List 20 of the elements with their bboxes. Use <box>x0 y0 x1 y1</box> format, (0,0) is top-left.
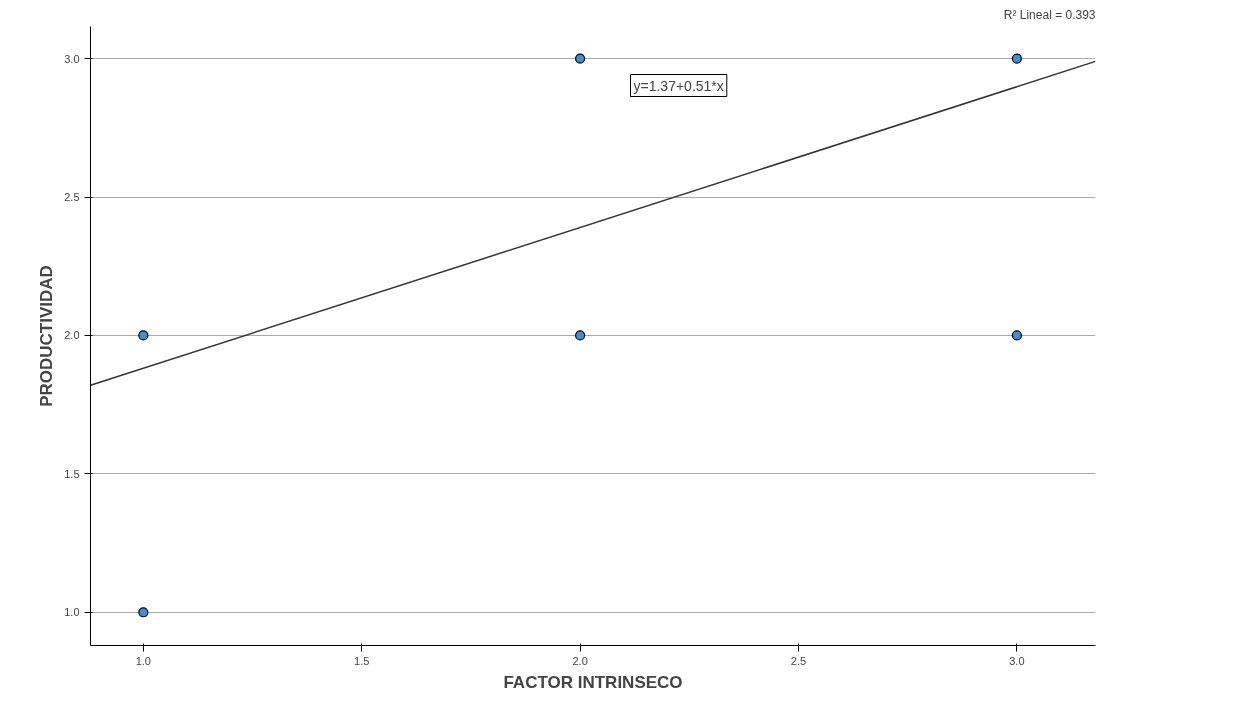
y-tick-label: 1.0 <box>64 606 80 619</box>
x-tick-label: 1.0 <box>135 654 151 667</box>
x-tick-label: 1.5 <box>354 654 370 667</box>
y-tick-label: 3.0 <box>64 52 80 65</box>
y-tick-label: 1.5 <box>64 467 80 480</box>
point <box>138 330 149 341</box>
point <box>575 330 586 341</box>
point <box>575 53 586 64</box>
x-tick-label: 3.0 <box>1009 654 1025 667</box>
annotation: y=1.37+0.51*x <box>633 77 724 94</box>
y-tick-label: 2.5 <box>64 191 80 204</box>
y-tick-label: 2.0 <box>64 329 80 342</box>
x-tick-label: 2.0 <box>572 654 588 667</box>
point <box>1011 53 1022 64</box>
text: R² Lineal = 0.393 <box>1003 7 1096 22</box>
x-tick-label: 2.5 <box>790 654 807 667</box>
point <box>1011 330 1022 341</box>
x-axis-title: FACTOR INTRINSECO <box>503 672 683 692</box>
y-axis-title: PRODUCTIVIDAD <box>37 265 57 407</box>
point <box>138 607 149 618</box>
